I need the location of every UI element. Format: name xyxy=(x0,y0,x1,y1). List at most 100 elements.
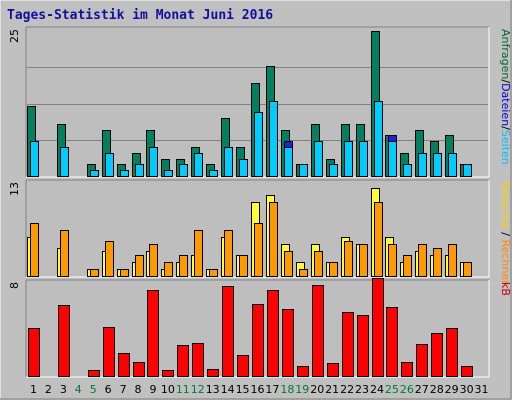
x-tick-label: 18 xyxy=(280,383,294,396)
bar-Rechner-day-15 xyxy=(239,255,248,277)
y-max-label-bottom: 8 xyxy=(8,282,21,289)
bar-Rechner-day-29 xyxy=(448,244,457,277)
x-tick-label: 9 xyxy=(149,383,156,396)
bar-Seiten-day-20 xyxy=(314,141,323,177)
bar-Rechner-day-5 xyxy=(90,269,99,277)
bar-Seiten-day-11 xyxy=(179,164,188,177)
bar-Seiten-day-5 xyxy=(90,170,99,177)
bar-kB-day-13 xyxy=(207,369,219,377)
bar-Seiten-day-10 xyxy=(164,170,173,177)
bar-kB-day-5 xyxy=(88,370,100,377)
bar-Rechner-day-3 xyxy=(60,230,69,277)
legend-part: Rechner xyxy=(499,240,512,286)
bar-Seiten-day-9 xyxy=(149,147,158,177)
bar-Rechner-day-21 xyxy=(329,262,338,277)
bar-kB-day-18 xyxy=(282,309,294,377)
bar-Seiten-day-12 xyxy=(194,153,203,177)
x-tick-label: 21 xyxy=(325,383,339,396)
bar-Seiten-day-15 xyxy=(239,159,248,177)
panel-top: 25 Anfragen/Dateien/Seiten xyxy=(8,26,512,178)
x-tick-label: 7 xyxy=(120,383,127,396)
bar-Seiten-day-28 xyxy=(433,153,442,177)
bar-Rechner-day-27 xyxy=(418,244,427,277)
bar-kB-day-14 xyxy=(222,286,234,377)
x-tick-label: 2 xyxy=(45,383,52,396)
bar-Rechner-day-9 xyxy=(149,244,158,277)
bar-Rechner-day-6 xyxy=(105,241,114,277)
bar-kB-day-19 xyxy=(297,366,309,377)
x-tick-label: 6 xyxy=(105,383,112,396)
bar-Seiten-day-13 xyxy=(209,170,218,177)
bar-Rechner-day-11 xyxy=(179,255,188,277)
legend-part: / xyxy=(499,229,512,240)
bar-Seiten-day-3 xyxy=(60,147,69,177)
bar-Rechner-day-8 xyxy=(135,255,144,277)
bar-Seiten-day-18 xyxy=(284,147,293,177)
bar-Rechner-day-7 xyxy=(120,269,129,277)
bar-Rechner-day-13 xyxy=(209,269,218,277)
x-tick-label: 14 xyxy=(221,383,235,396)
bar-Seiten-day-27 xyxy=(418,153,427,177)
bar-kB-day-8 xyxy=(133,362,145,377)
x-tick-label: 20 xyxy=(310,383,324,396)
series-Rechner xyxy=(30,202,472,277)
bar-kB-day-3 xyxy=(58,305,70,377)
series-legend-top: Anfragen/Dateien/Seiten xyxy=(499,29,512,165)
x-tick-label: 25 xyxy=(385,383,399,396)
x-tick-label: 28 xyxy=(430,383,444,396)
chart-title: Tages-Statistik im Monat Juni 2016 xyxy=(7,8,273,23)
bar-Seiten-day-21 xyxy=(329,164,338,177)
series-Seiten xyxy=(30,101,472,177)
bar-kB-day-21 xyxy=(327,363,339,377)
bar-Rechner-day-1 xyxy=(30,223,39,277)
panel-bottom: 8 kB xyxy=(8,278,512,378)
x-tick-label: 16 xyxy=(251,383,265,396)
bar-kB-day-28 xyxy=(431,333,443,377)
legend-part: / xyxy=(499,79,512,83)
bar-kB-day-17 xyxy=(267,290,279,377)
bar-Seiten-day-19 xyxy=(299,164,308,177)
bar-Seiten-day-7 xyxy=(120,170,129,177)
bar-kB-day-12 xyxy=(192,343,204,377)
bar-Seiten-day-30 xyxy=(463,164,472,177)
bar-Seiten-day-17 xyxy=(269,101,278,177)
x-tick-label: 5 xyxy=(90,383,97,396)
bar-kB-day-6 xyxy=(103,327,115,377)
x-tick-label: 10 xyxy=(161,383,175,396)
x-tick-label: 15 xyxy=(236,383,250,396)
bar-Rechner-day-25 xyxy=(388,244,397,277)
bar-kB-day-11 xyxy=(177,345,189,377)
bar-kB-day-23 xyxy=(357,315,369,377)
x-tick-label: 11 xyxy=(176,383,190,396)
legend-part: kB xyxy=(499,282,512,296)
bar-Rechner-day-30 xyxy=(463,262,472,277)
x-tick-label: 3 xyxy=(60,383,67,396)
bar-kB-day-15 xyxy=(237,355,249,377)
legend-part: / xyxy=(499,126,512,130)
bar-Rechner-day-20 xyxy=(314,251,323,277)
bar-Rechner-day-26 xyxy=(403,255,412,277)
bar-Rechner-day-16 xyxy=(254,223,263,277)
bar-Rechner-day-24 xyxy=(374,202,383,277)
legend-part: Anfragen xyxy=(499,29,512,79)
bar-kB-day-10 xyxy=(162,370,174,377)
series-kB xyxy=(28,278,473,377)
bar-Rechner-day-18 xyxy=(284,251,293,277)
x-tick-label: 19 xyxy=(295,383,309,396)
x-tick-label: 29 xyxy=(445,383,459,396)
bar-Seiten-day-26 xyxy=(403,164,412,177)
bar-Rechner-day-12 xyxy=(194,230,203,277)
bar-Seiten-day-16 xyxy=(254,112,263,177)
bar-Rechner-day-10 xyxy=(164,262,173,277)
series-legend-middle: Besuche / Rechner xyxy=(499,182,512,285)
legend-part: Besuche xyxy=(499,182,512,229)
x-tick-label: 30 xyxy=(460,383,474,396)
x-tick-label: 27 xyxy=(415,383,429,396)
x-tick-label: 17 xyxy=(265,383,279,396)
bar-kB-day-7 xyxy=(118,353,130,377)
x-tick-label: 26 xyxy=(400,383,414,396)
bar-Seiten-day-29 xyxy=(448,153,457,177)
bar-Rechner-day-14 xyxy=(224,230,233,277)
